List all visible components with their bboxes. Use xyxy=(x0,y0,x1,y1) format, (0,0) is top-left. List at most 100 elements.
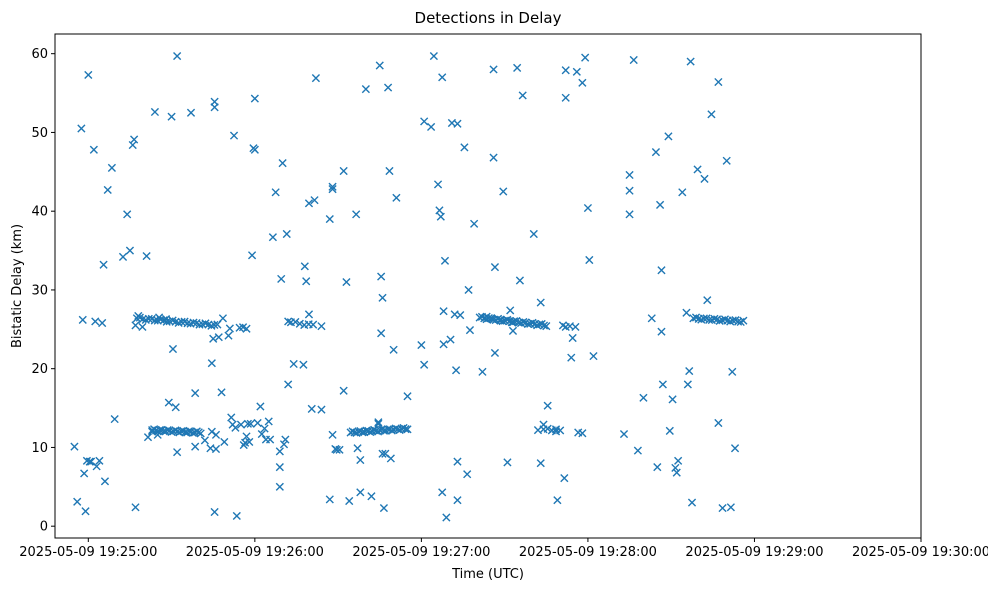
data-point xyxy=(658,380,667,389)
data-point xyxy=(619,429,629,439)
data-point xyxy=(310,196,319,205)
data-point xyxy=(256,402,265,411)
data-point xyxy=(583,203,593,213)
data-point xyxy=(710,314,719,323)
data-point xyxy=(508,326,518,335)
x-axis-label: Time (UTC) xyxy=(451,567,524,582)
data-point xyxy=(571,322,580,332)
data-point xyxy=(246,419,255,428)
data-point xyxy=(339,386,348,395)
data-point xyxy=(339,166,348,176)
data-point xyxy=(275,463,284,472)
x-tick-label: 2025-05-09 19:27:00 xyxy=(352,545,490,560)
data-point xyxy=(374,418,383,427)
data-point xyxy=(73,497,82,506)
data-point xyxy=(325,214,334,224)
data-point xyxy=(130,135,139,144)
data-point xyxy=(386,454,395,463)
data-point xyxy=(378,449,387,458)
data-point xyxy=(651,148,661,157)
data-point xyxy=(307,404,316,413)
data-point xyxy=(107,163,116,172)
data-point xyxy=(686,57,695,66)
data-point xyxy=(703,296,712,305)
data-point xyxy=(214,333,223,342)
data-point xyxy=(247,251,257,260)
data-point xyxy=(196,429,205,438)
data-point xyxy=(682,308,691,317)
y-tick-label: 0 xyxy=(40,520,48,535)
data-point xyxy=(578,78,587,87)
data-point xyxy=(304,199,314,208)
data-point xyxy=(465,326,475,335)
data-point xyxy=(189,318,198,327)
y-tick-label: 40 xyxy=(31,205,48,220)
data-point xyxy=(271,188,280,197)
data-point xyxy=(291,317,300,327)
data-point xyxy=(420,360,429,369)
data-point xyxy=(523,319,533,329)
data-point xyxy=(377,329,386,338)
data-point xyxy=(118,252,128,261)
data-point xyxy=(277,274,286,284)
data-point xyxy=(92,462,101,471)
data-point xyxy=(266,435,275,444)
data-point xyxy=(345,496,354,506)
data-point xyxy=(328,430,337,439)
data-point xyxy=(100,477,110,486)
data-point xyxy=(515,276,525,285)
x-tick-label: 2025-05-09 19:28:00 xyxy=(519,545,657,560)
data-point xyxy=(279,440,289,449)
y-tick-label: 30 xyxy=(31,283,48,298)
data-point xyxy=(142,251,151,261)
data-point xyxy=(503,458,512,467)
data-point xyxy=(581,53,590,62)
data-point xyxy=(539,321,549,330)
data-point xyxy=(207,427,216,436)
data-point xyxy=(678,188,687,197)
data-point xyxy=(99,260,108,269)
data-point xyxy=(528,318,537,327)
data-point xyxy=(484,314,493,323)
data-point xyxy=(275,447,284,456)
x-tick-label: 2025-05-09 19:29:00 xyxy=(685,545,823,560)
data-point xyxy=(561,66,570,75)
data-point xyxy=(518,91,527,100)
data-point xyxy=(210,507,219,517)
data-point xyxy=(657,266,666,275)
data-point xyxy=(739,316,748,325)
data-point xyxy=(529,229,538,239)
data-point xyxy=(633,446,642,455)
data-point xyxy=(401,425,410,434)
data-point xyxy=(250,145,259,154)
data-point xyxy=(453,119,462,128)
data-point xyxy=(403,425,412,434)
data-point xyxy=(220,437,229,447)
data-point xyxy=(442,513,451,522)
data-point xyxy=(446,335,455,344)
data-point xyxy=(260,424,269,433)
data-point xyxy=(224,331,233,340)
y-axis-label: Bistatic Delay (km) xyxy=(10,224,25,348)
data-point xyxy=(81,507,90,516)
y-tick-label: 10 xyxy=(31,441,48,456)
data-point xyxy=(213,320,222,329)
data-point xyxy=(84,70,93,80)
data-point xyxy=(498,317,507,326)
data-point xyxy=(242,432,251,441)
data-point xyxy=(453,457,462,466)
data-point xyxy=(281,435,290,444)
data-point xyxy=(156,315,165,324)
data-point xyxy=(490,348,500,358)
data-point xyxy=(268,233,277,242)
data-point xyxy=(685,366,694,376)
data-point xyxy=(164,398,173,407)
data-point xyxy=(80,469,89,478)
data-point xyxy=(625,170,634,180)
chart-title: Detections in Delay xyxy=(415,9,562,27)
data-point xyxy=(533,321,542,330)
data-point xyxy=(655,200,665,209)
data-point xyxy=(543,401,552,410)
data-point xyxy=(309,320,318,329)
data-point xyxy=(647,314,656,323)
